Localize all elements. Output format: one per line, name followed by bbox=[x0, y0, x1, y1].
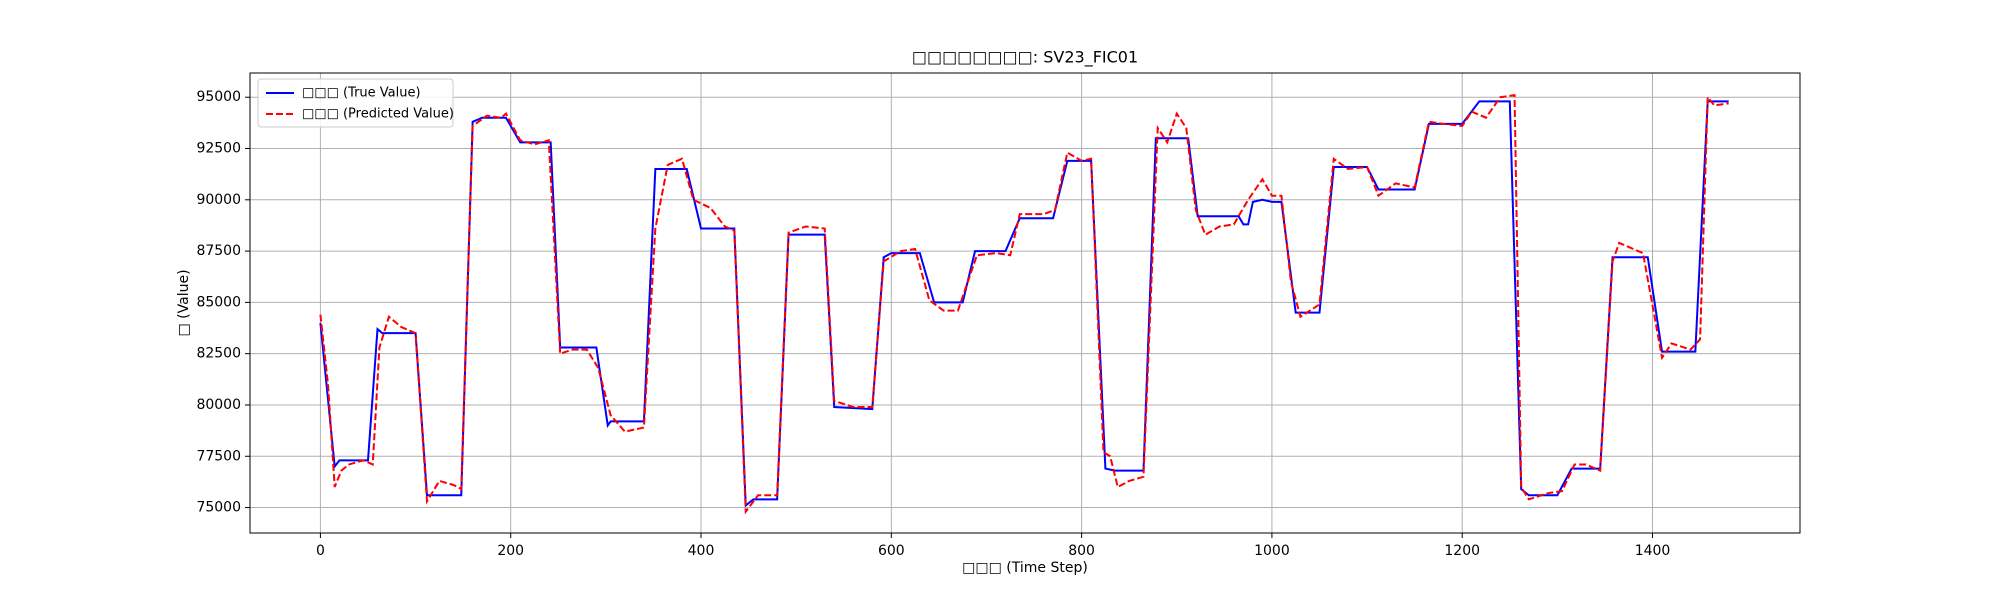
x-tick-label: 600 bbox=[878, 543, 905, 559]
y-tick-label: 90000 bbox=[196, 192, 241, 208]
y-tick-label: 75000 bbox=[196, 500, 241, 516]
x-tick-label: 1000 bbox=[1254, 543, 1290, 559]
x-tick-label: 1400 bbox=[1635, 543, 1671, 559]
legend-label: □□□ (Predicted Value) bbox=[302, 107, 454, 122]
x-tick-label: 1200 bbox=[1444, 543, 1480, 559]
series-line bbox=[319, 94, 1729, 515]
y-tick-label: 95000 bbox=[196, 89, 241, 105]
legend-label: □□□ (True Value) bbox=[302, 86, 421, 101]
y-tick-label: 92500 bbox=[196, 141, 241, 157]
chart-title: □□□□□□□□: SV23_FIC01 bbox=[912, 48, 1138, 68]
x-tick-label: 0 bbox=[316, 543, 325, 559]
y-axis-label: □ (Value) bbox=[176, 269, 192, 336]
legend-box bbox=[257, 78, 454, 128]
y-tick-label: 87500 bbox=[196, 243, 241, 259]
plot-frame bbox=[249, 72, 1801, 534]
x-tick-label: 400 bbox=[688, 543, 715, 559]
x-axis-label: □□□ (Time Step) bbox=[962, 560, 1088, 576]
x-tick-label: 800 bbox=[1068, 543, 1095, 559]
x-tick-label: 200 bbox=[497, 543, 524, 559]
y-tick-label: 82500 bbox=[196, 346, 241, 362]
y-tick-label: 85000 bbox=[196, 294, 241, 310]
y-tick-label: 80000 bbox=[196, 397, 241, 413]
y-tick-label: 77500 bbox=[196, 448, 241, 464]
